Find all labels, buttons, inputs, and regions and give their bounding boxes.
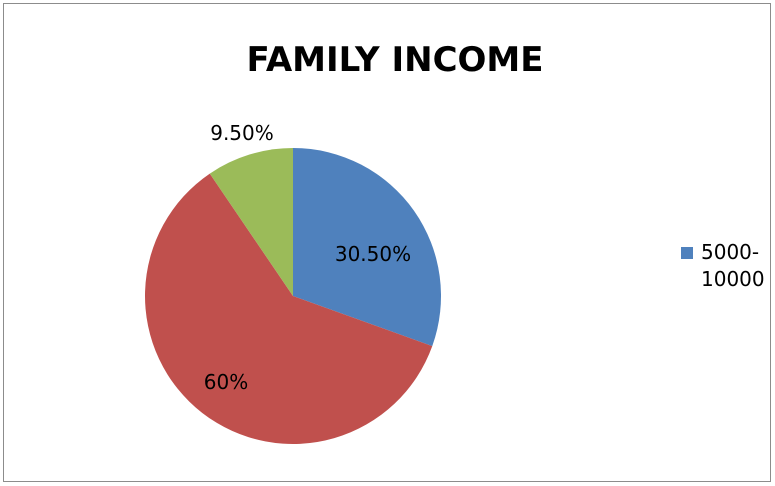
pie-slice-2 xyxy=(209,148,293,296)
data-label-2: 9.50% xyxy=(210,121,274,145)
data-label-1: 60% xyxy=(204,370,248,394)
chart-title: FAMILY INCOME xyxy=(246,40,544,80)
pie-slice-1 xyxy=(145,173,433,444)
data-label-0: 30.50% xyxy=(335,242,411,266)
pie-slice-0 xyxy=(293,148,442,347)
legend-swatch-0 xyxy=(681,247,693,259)
legend-label-0: 5000-10000 xyxy=(701,240,765,291)
